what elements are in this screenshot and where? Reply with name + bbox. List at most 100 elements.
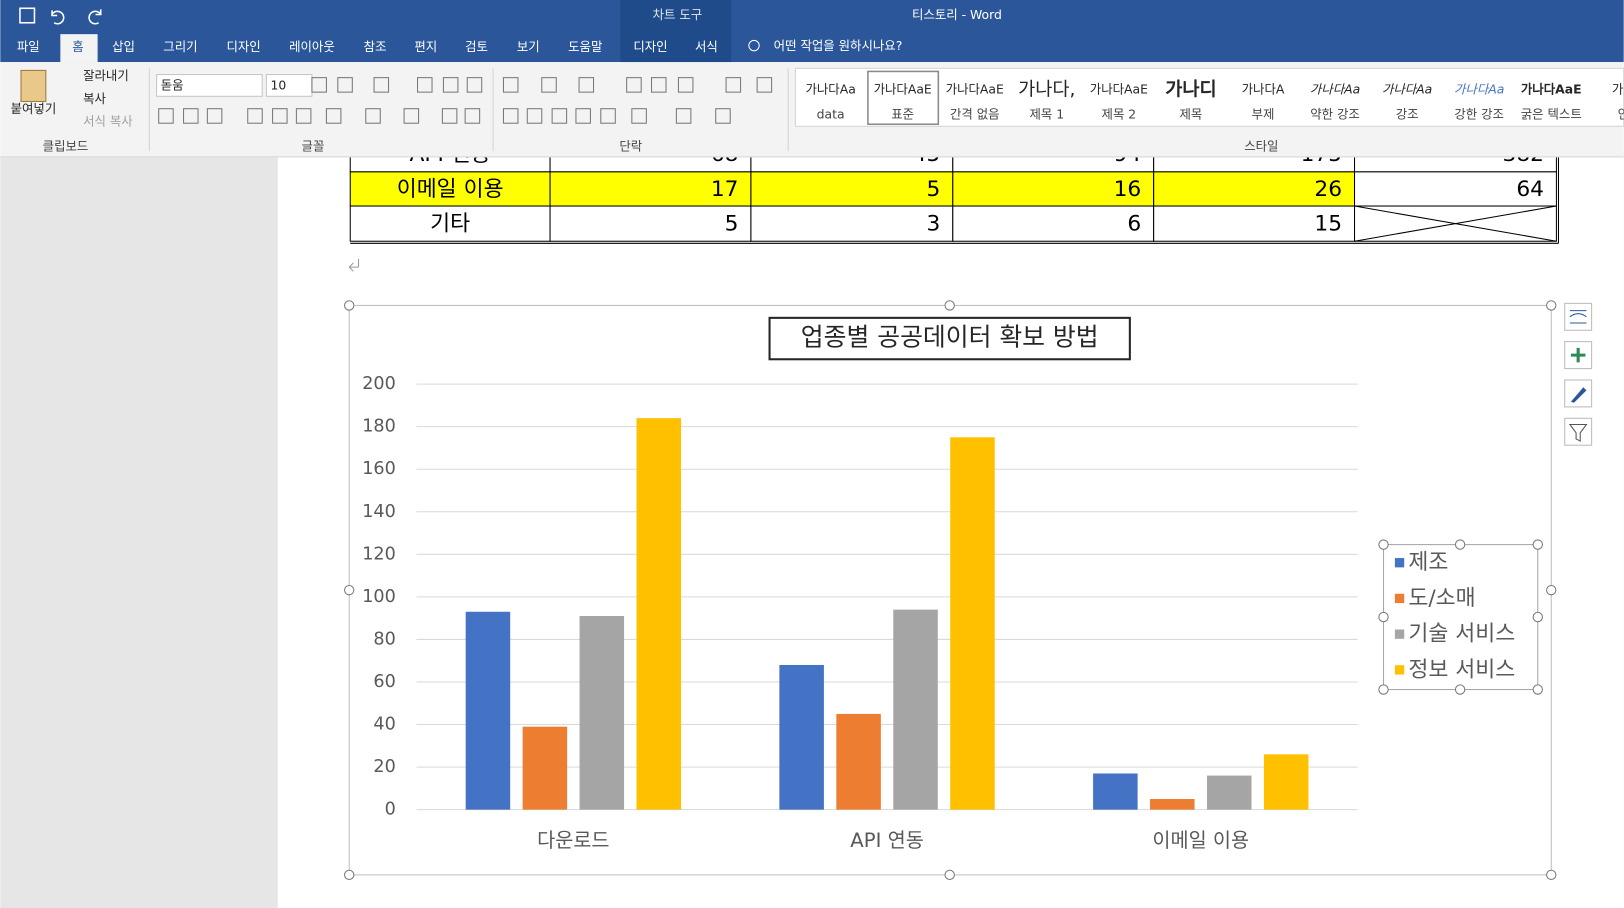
format-button[interactable] — [365, 108, 381, 124]
format-button[interactable] — [725, 77, 742, 93]
ribbon-tab[interactable]: 편지 — [414, 39, 437, 54]
format-button[interactable] — [311, 77, 327, 93]
format-button[interactable] — [247, 108, 263, 124]
bar — [579, 616, 625, 810]
format-button[interactable] — [600, 108, 616, 124]
format-button[interactable] — [502, 77, 519, 93]
ribbon-tab[interactable]: 파일 — [17, 39, 40, 54]
selection-handle[interactable] — [1546, 300, 1557, 311]
ribbon-group-label: 클립보드 — [43, 139, 89, 154]
style-preview[interactable]: 가나다Aa — [805, 82, 855, 97]
format-button[interactable] — [441, 108, 458, 124]
save-button[interactable] — [19, 7, 36, 24]
ribbon-tab[interactable]: 레이아웃 — [289, 39, 335, 54]
selection-handle[interactable] — [1532, 684, 1543, 695]
redo-button[interactable] — [88, 9, 102, 25]
selection-handle[interactable] — [1532, 611, 1543, 623]
style-preview[interactable]: 가나디 — [1165, 80, 1216, 101]
selection-handle[interactable] — [344, 300, 355, 311]
format-button[interactable] — [373, 77, 390, 93]
paste-button[interactable]: 붙여넣기 — [11, 101, 57, 116]
style-preview[interactable]: 가나다AaE — [946, 82, 1004, 97]
format-button[interactable] — [206, 108, 223, 124]
y-tick-label: 120 — [362, 544, 396, 564]
table-cell — [750, 205, 954, 242]
selection-handle[interactable] — [1378, 684, 1389, 695]
style-name: 강한 강조 — [1454, 106, 1504, 121]
ribbon-tab[interactable]: 서식 — [695, 39, 718, 54]
format-button[interactable] — [403, 108, 420, 124]
tell-me-box[interactable]: 어떤 작업을 원하시나요? — [774, 38, 903, 53]
ribbon-tab[interactable]: 홈 — [72, 39, 83, 54]
format-button[interactable] — [526, 108, 543, 124]
ribbon-tab[interactable]: 그리기 — [163, 39, 197, 54]
format-button[interactable] — [417, 77, 433, 93]
cut-button[interactable]: 잘라내기 — [83, 68, 129, 83]
style-preview[interactable]: 가나다Aa — [1310, 82, 1360, 97]
x-tick-label: 다운로드 — [537, 829, 609, 852]
style-preview[interactable]: 가나다AaE — [1521, 82, 1582, 97]
selection-handle[interactable] — [1378, 611, 1389, 623]
ribbon-content: 붙여넣기 잘라내기 복사 서식 복사 돋움 10 가나다Aa data 가나다AaE… — [11, 67, 1624, 154]
ribbon-tab[interactable]: 보기 — [517, 39, 540, 54]
bar — [779, 664, 824, 810]
selection-handle[interactable] — [1546, 869, 1557, 881]
ribbon-tab[interactable]: 도움말 — [568, 39, 602, 54]
copy-button[interactable]: 복사 — [83, 91, 106, 106]
format-button[interactable] — [626, 77, 642, 93]
selection-handle[interactable] — [1546, 584, 1557, 596]
legend-swatch — [1394, 593, 1405, 604]
selection-handle[interactable] — [1454, 539, 1466, 550]
format-button[interactable] — [675, 108, 692, 124]
style-name: 인 — [1618, 106, 1624, 121]
format-button[interactable] — [442, 77, 459, 93]
selection-handle[interactable] — [344, 869, 355, 881]
selection-handle[interactable] — [1454, 684, 1466, 695]
ribbon-tab[interactable]: 참조 — [364, 39, 387, 54]
chart-filters-button[interactable] — [1564, 417, 1593, 446]
format-button[interactable] — [337, 77, 353, 93]
format-button[interactable] — [715, 108, 731, 124]
table-value: 5 — [725, 212, 739, 237]
format-button[interactable] — [575, 108, 591, 124]
ribbon-tab[interactable]: 검토 — [465, 39, 488, 54]
selection-handle[interactable] — [944, 300, 955, 311]
format-button[interactable] — [677, 77, 694, 93]
format-button[interactable] — [183, 108, 199, 124]
selection-handle[interactable] — [944, 869, 955, 881]
style-preview[interactable]: 가나다AaE — [1090, 82, 1148, 97]
style-preview[interactable]: 가나다Aa — [1454, 82, 1504, 97]
format-button[interactable] — [631, 108, 647, 124]
font-name-box[interactable] — [156, 74, 263, 97]
format-button[interactable] — [551, 108, 568, 124]
format-button[interactable] — [295, 108, 312, 124]
format-button[interactable] — [756, 77, 773, 93]
undo-button[interactable] — [51, 10, 65, 25]
format-button[interactable] — [502, 108, 519, 124]
format-button[interactable] — [325, 108, 342, 124]
format-button[interactable] — [578, 77, 595, 93]
ribbon-tab[interactable]: 디자인 — [226, 39, 260, 54]
selection-handle[interactable] — [1378, 539, 1389, 550]
table-cell — [750, 171, 954, 207]
selection-handle[interactable] — [344, 584, 355, 596]
style-preview[interactable]: 가나 — [1612, 82, 1624, 97]
ribbon-tab[interactable]: 디자인 — [633, 39, 667, 54]
format-button[interactable] — [464, 108, 481, 124]
y-tick-label: 80 — [373, 629, 395, 649]
format-painter-button[interactable]: 서식 복사 — [83, 114, 133, 129]
ribbon-tab[interactable]: 삽입 — [112, 39, 135, 54]
bar — [1206, 775, 1252, 810]
format-button[interactable] — [541, 77, 557, 93]
style-preview[interactable]: 가나다, — [1018, 80, 1075, 101]
format-button[interactable] — [272, 108, 288, 124]
layout-options-button[interactable] — [1564, 302, 1593, 331]
selection-handle[interactable] — [1532, 539, 1543, 550]
format-button[interactable] — [651, 77, 667, 93]
style-preview[interactable]: 가나다AaE — [874, 82, 932, 97]
style-gallery — [794, 67, 1624, 127]
format-button[interactable] — [466, 77, 483, 93]
format-button[interactable] — [158, 108, 174, 124]
style-preview[interactable]: 가나다A — [1242, 82, 1285, 97]
style-preview[interactable]: 가나다Aa — [1382, 82, 1432, 97]
